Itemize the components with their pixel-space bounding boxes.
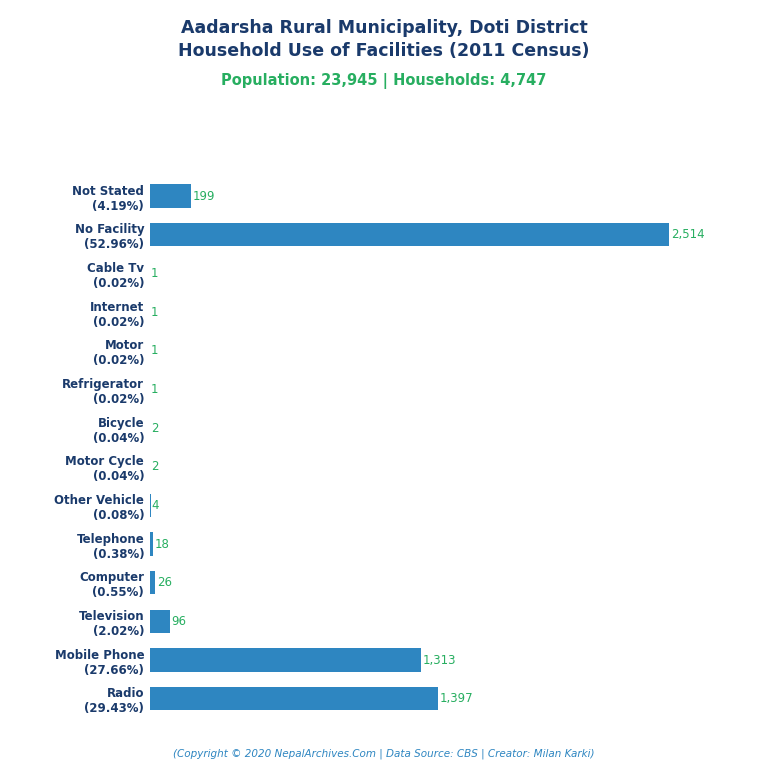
- Text: 4: 4: [151, 499, 159, 511]
- Text: Household Use of Facilities (2011 Census): Household Use of Facilities (2011 Census…: [178, 42, 590, 60]
- Text: 18: 18: [155, 538, 170, 551]
- Text: 96: 96: [171, 615, 187, 628]
- Text: 1,313: 1,313: [422, 654, 456, 667]
- Text: 1: 1: [151, 344, 158, 357]
- Bar: [150, 571, 155, 594]
- Bar: [150, 687, 439, 710]
- Text: 1,397: 1,397: [440, 692, 474, 705]
- Bar: [150, 494, 151, 517]
- Bar: [150, 184, 191, 207]
- Text: 2: 2: [151, 422, 159, 435]
- Bar: [150, 532, 154, 555]
- Text: (Copyright © 2020 NepalArchives.Com | Data Source: CBS | Creator: Milan Karki): (Copyright © 2020 NepalArchives.Com | Da…: [174, 748, 594, 759]
- Text: Population: 23,945 | Households: 4,747: Population: 23,945 | Households: 4,747: [221, 73, 547, 89]
- Text: 1: 1: [151, 266, 158, 280]
- Text: 2,514: 2,514: [671, 228, 704, 241]
- Text: 1: 1: [151, 306, 158, 319]
- Text: Aadarsha Rural Municipality, Doti District: Aadarsha Rural Municipality, Doti Distri…: [180, 19, 588, 37]
- Bar: [150, 223, 669, 247]
- Text: 199: 199: [193, 190, 215, 203]
- Bar: [150, 648, 421, 672]
- Text: 2: 2: [151, 460, 159, 473]
- Text: 26: 26: [157, 576, 172, 589]
- Text: 1: 1: [151, 383, 158, 396]
- Bar: [150, 610, 170, 633]
